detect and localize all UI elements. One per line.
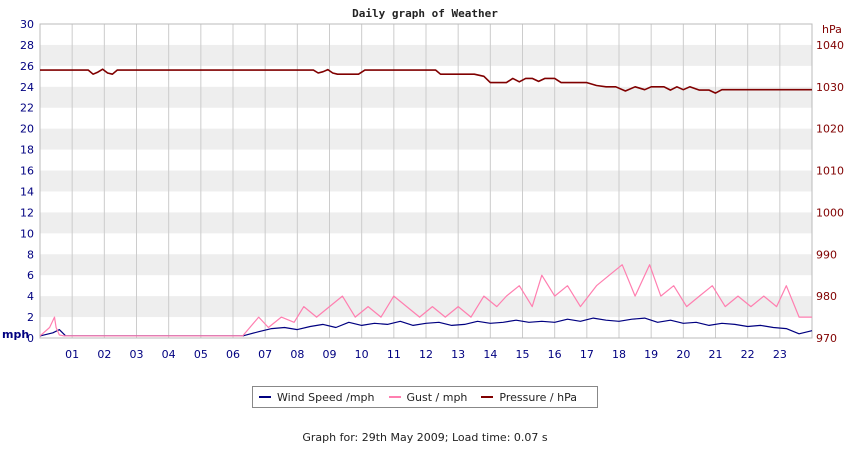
right-axis-ticks: 970 980 990 1000 1010 1020 1030 1040 xyxy=(816,39,844,345)
x-tick-label: 09 xyxy=(323,348,337,361)
legend-swatch-pressure xyxy=(481,396,494,398)
series-line-gust xyxy=(39,264,812,337)
left-tick-label: 4 xyxy=(27,290,34,303)
legend-label-wind-speed: Wind Speed /mph xyxy=(277,390,375,404)
x-tick-label: 07 xyxy=(258,348,272,361)
series-group xyxy=(39,68,813,337)
left-tick-label: 8 xyxy=(27,248,34,261)
left-tick-label: 2 xyxy=(27,311,34,324)
left-tick-label: 0 xyxy=(27,332,34,345)
left-tick-label: 30 xyxy=(20,18,34,31)
right-tick-label: 1030 xyxy=(816,81,844,94)
left-tick-label: 10 xyxy=(20,227,34,240)
left-axis-unit: mph xyxy=(2,328,29,341)
right-tick-label: 1040 xyxy=(816,39,844,52)
grid-lines xyxy=(39,23,813,339)
x-tick-label: 12 xyxy=(419,348,433,361)
left-tick-label: 12 xyxy=(20,206,34,219)
left-tick-label: 24 xyxy=(20,81,34,94)
x-tick-label: 14 xyxy=(483,348,497,361)
x-tick-label: 03 xyxy=(130,348,144,361)
left-tick-label: 14 xyxy=(20,185,34,198)
series-line-pressure xyxy=(40,68,812,94)
x-tick-label: 01 xyxy=(65,348,79,361)
left-tick-label: 22 xyxy=(20,102,34,115)
right-tick-label: 970 xyxy=(816,332,837,345)
x-tick-label: 08 xyxy=(290,348,304,361)
x-tick-label: 21 xyxy=(709,348,723,361)
legend-swatch-gust xyxy=(388,396,401,398)
x-tick-label: 23 xyxy=(773,348,787,361)
graph-footer: Graph for: 29th May 2009; Load time: 0.0… xyxy=(302,431,548,444)
x-tick-label: 16 xyxy=(548,348,562,361)
right-tick-label: 980 xyxy=(816,290,837,303)
x-tick-label: 22 xyxy=(741,348,755,361)
x-tick-label: 17 xyxy=(580,348,594,361)
right-axis-unit: hPa xyxy=(822,23,842,36)
left-tick-label: 16 xyxy=(20,165,34,178)
legend-label-gust: Gust / mph xyxy=(406,390,468,404)
x-tick-label: 02 xyxy=(97,348,111,361)
x-axis-ticks: 01 02 03 04 05 06 07 08 09 10 11 12 13 14 15 16 17 18 19 20… xyxy=(65,348,787,361)
right-tick-label: 1010 xyxy=(816,165,844,178)
series-line-wind xyxy=(39,317,813,337)
right-tick-label: 1000 xyxy=(816,206,844,219)
x-tick-label: 18 xyxy=(612,348,626,361)
x-tick-label: 10 xyxy=(355,348,369,361)
right-tick-label: 1020 xyxy=(816,123,844,136)
x-tick-label: 05 xyxy=(194,348,208,361)
chart-legend: Wind Speed /mph Gust / mph Pressure / hP… xyxy=(252,386,598,408)
x-tick-label: 04 xyxy=(162,348,176,361)
left-tick-label: 28 xyxy=(20,39,34,52)
chart-title: Daily graph of Weather xyxy=(352,7,498,20)
legend-item-gust: Gust / mph xyxy=(388,390,468,404)
plot-frame xyxy=(39,23,813,339)
x-tick-label: 20 xyxy=(676,348,690,361)
right-tick-label: 990 xyxy=(816,248,837,261)
left-tick-label: 26 xyxy=(20,60,34,73)
weather-chart: Daily graph of Weather 02468101214161820… xyxy=(2,7,844,361)
left-tick-label: 6 xyxy=(27,269,34,282)
x-tick-label: 11 xyxy=(387,348,401,361)
x-tick-label: 06 xyxy=(226,348,240,361)
x-tick-label: 19 xyxy=(644,348,658,361)
legend-item-wind-speed: Wind Speed /mph xyxy=(259,391,375,404)
x-tick-label: 15 xyxy=(516,348,530,361)
legend-label-pressure: Pressure / hPa xyxy=(499,390,577,404)
legend-item-pressure: Pressure / hPa xyxy=(481,391,577,404)
x-tick-label: 13 xyxy=(451,348,465,361)
left-tick-label: 20 xyxy=(20,123,34,136)
left-tick-label: 18 xyxy=(20,144,34,157)
legend-swatch-wind-speed xyxy=(259,396,271,398)
